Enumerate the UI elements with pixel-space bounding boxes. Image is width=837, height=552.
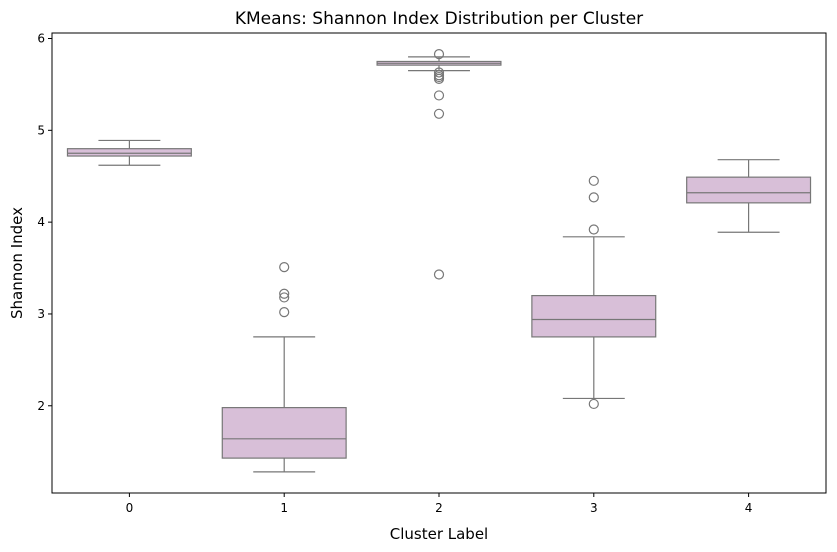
outlier-point [588,175,599,186]
chart-marks [66,49,812,473]
outlier-point [588,398,599,410]
box [221,407,347,459]
box [686,176,812,204]
outlier-point [279,292,290,303]
box-group-4 [686,159,812,233]
y-tick-label: 2 [37,399,45,413]
x-tick-label: 0 [126,501,134,515]
outlier-point [588,224,599,235]
y-tick-label: 6 [37,32,45,46]
outlier-point [433,108,445,119]
x-tick-label: 2 [435,501,443,515]
x-axis-label: Cluster Label [390,525,488,543]
box-group-2 [376,49,502,280]
y-tick-label: 5 [37,123,45,137]
outlier-point [433,49,445,60]
chart-title: KMeans: Shannon Index Distribution per C… [235,9,643,29]
x-tick-label: 4 [745,501,753,515]
outlier-point [279,288,290,299]
x-tick-label: 3 [590,501,598,515]
y-tick-label: 3 [37,307,45,321]
outlier-point [433,73,445,85]
box [531,294,657,338]
plot-frame [51,32,827,494]
outlier-point [279,262,290,273]
box-group-0 [66,139,192,166]
box-group-1 [221,262,347,473]
outlier-point [588,192,599,203]
outlier-point [433,90,445,101]
outlier-point [433,269,445,280]
axis-ticks: 0 1 2 3 4 2 3 4 5 6 [37,32,752,515]
x-tick-label: 1 [280,501,288,515]
outlier-point [279,307,290,318]
box-group-3 [531,175,657,410]
y-axis-label: Shannon Index [8,207,26,319]
box [66,148,192,157]
y-tick-label: 4 [37,215,45,229]
outlier-point [433,67,445,78]
